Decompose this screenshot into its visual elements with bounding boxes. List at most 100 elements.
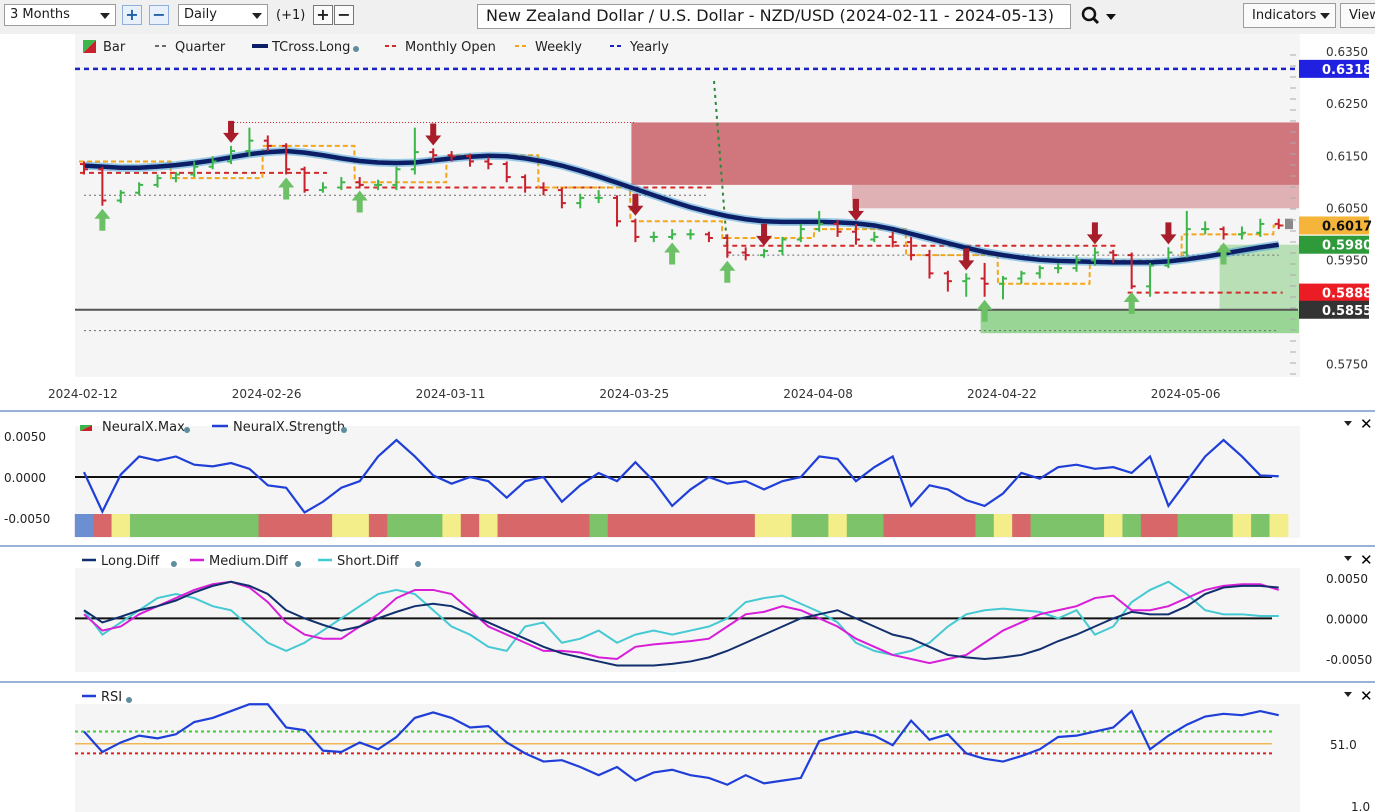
neural-max-block	[258, 514, 278, 537]
price-bar	[337, 177, 346, 191]
price-bar	[613, 195, 622, 227]
neural-axis-tick: 0.0050	[4, 430, 46, 444]
tcross-long-line	[83, 148, 1280, 265]
chevron-down-icon	[252, 13, 262, 19]
neural-strength-line	[83, 438, 1279, 515]
price-axis-tick: 0.6150	[1326, 149, 1368, 163]
price-tag-label: 0.6318	[1322, 63, 1372, 78]
neural-max-block	[718, 514, 737, 537]
price-bar	[943, 270, 952, 292]
diff-legend: Long.Diff Medium.Diff Short.Diff	[82, 554, 421, 569]
neural-max-block	[1214, 514, 1234, 537]
neural-max-block	[1177, 514, 1197, 537]
neural-max-block	[240, 514, 260, 537]
neural-max-block	[938, 514, 958, 537]
neural-max-block	[515, 514, 535, 537]
date-axis-tick: 2024-05-06	[1151, 387, 1221, 401]
neural-max-block	[975, 514, 995, 537]
price-bar	[190, 161, 199, 178]
neural-max-block	[534, 514, 554, 537]
price-bar	[374, 179, 383, 191]
date-axis-tick: 2024-02-26	[232, 387, 302, 401]
price-bar	[594, 190, 603, 204]
neural-max-block	[185, 514, 204, 537]
price-bar	[1035, 265, 1044, 279]
zoom-in-button[interactable]: +	[122, 5, 142, 25]
sell-arrow-icon	[1086, 222, 1103, 245]
neural-max-block	[901, 514, 921, 537]
neural-max-block	[111, 514, 131, 537]
price-tag-label: 0.5855	[1322, 304, 1372, 319]
diff-legend-label: Short.Diff	[337, 554, 400, 569]
price-bar	[227, 145, 236, 165]
legend-settings-dot	[295, 561, 302, 567]
magnifier-icon	[1081, 6, 1116, 25]
neural-max-block	[754, 514, 774, 537]
neural-max-block	[368, 514, 388, 537]
step-forward-button[interactable]: +	[313, 5, 333, 25]
symbol-title-field[interactable]: New Zealand Dollar / U.S. Dollar - NZD/U…	[477, 4, 1071, 29]
neural-max-block	[166, 514, 186, 537]
resistance-zone	[631, 122, 1299, 185]
neural-max-block	[1269, 514, 1289, 537]
price-bar	[704, 231, 713, 243]
neural-max-block	[148, 514, 168, 537]
neural-axis-tick: -0.0050	[4, 512, 50, 526]
support-zone	[980, 309, 1299, 334]
legend-label: TCross.Long	[271, 40, 350, 55]
price-bar	[539, 182, 548, 196]
buy-arrow-icon	[664, 242, 681, 265]
neural-max-block	[276, 514, 296, 537]
date-axis-tick: 2024-04-08	[783, 387, 853, 401]
sell-arrow-icon	[847, 198, 864, 221]
neural-max-block	[589, 514, 609, 537]
rsi-line	[83, 703, 1279, 786]
neural-max-block	[74, 514, 94, 537]
price-tag-label: 0.6017	[1322, 219, 1372, 234]
price-bar	[502, 161, 511, 183]
neural-max-block	[626, 514, 646, 537]
neural-max-block	[846, 514, 866, 537]
price-bar	[1256, 218, 1265, 237]
neural-legend: NeuralX.Max NeuralX.Strength	[80, 420, 347, 435]
search-button[interactable]	[1078, 4, 1122, 28]
price-bar	[521, 174, 530, 193]
rsi-panel-close-icon[interactable]: ✕	[1360, 687, 1373, 705]
legend-settings-dot	[126, 697, 132, 703]
view-button[interactable]: View	[1340, 3, 1375, 28]
price-bar	[833, 219, 842, 237]
price-bar	[1127, 252, 1136, 289]
neural-max-block	[295, 514, 315, 537]
price-bar	[1274, 218, 1283, 230]
diff-panel-close-icon[interactable]: ✕	[1360, 551, 1373, 569]
bar-legend-swatch	[83, 40, 96, 53]
price-bar	[557, 187, 566, 209]
price-bar	[116, 190, 125, 204]
price-bar	[1237, 226, 1246, 240]
step-back-button[interactable]: −	[334, 5, 354, 25]
price-tag	[1299, 216, 1369, 235]
interval-select[interactable]: Daily	[178, 4, 268, 26]
indicators-label: Indicators	[1252, 8, 1317, 23]
price-tag	[1299, 59, 1369, 78]
price-bar	[135, 182, 144, 196]
neural-max-block	[791, 514, 811, 537]
neural-max-block	[1251, 514, 1270, 537]
neural-max-block	[332, 514, 351, 537]
neural-max-block	[920, 514, 940, 537]
neural-max-block	[442, 514, 462, 537]
neural-max-block	[93, 514, 113, 537]
price-bar	[1146, 262, 1155, 297]
period-value: 3 Months	[10, 7, 70, 22]
zoom-out-button[interactable]: −	[149, 5, 169, 25]
chevron-down-icon	[1320, 13, 1330, 19]
neural-panel-close-icon[interactable]: ✕	[1360, 415, 1373, 433]
indicators-button[interactable]: Indicators	[1243, 3, 1336, 28]
price-bar	[999, 275, 1007, 300]
buy-arrow-icon	[719, 260, 736, 283]
price-bar	[484, 157, 493, 170]
price-tag-label: 0.5888	[1322, 287, 1372, 302]
period-select[interactable]: 3 Months	[4, 4, 116, 26]
interval-value: Daily	[184, 7, 217, 22]
price-bar	[1182, 210, 1191, 258]
